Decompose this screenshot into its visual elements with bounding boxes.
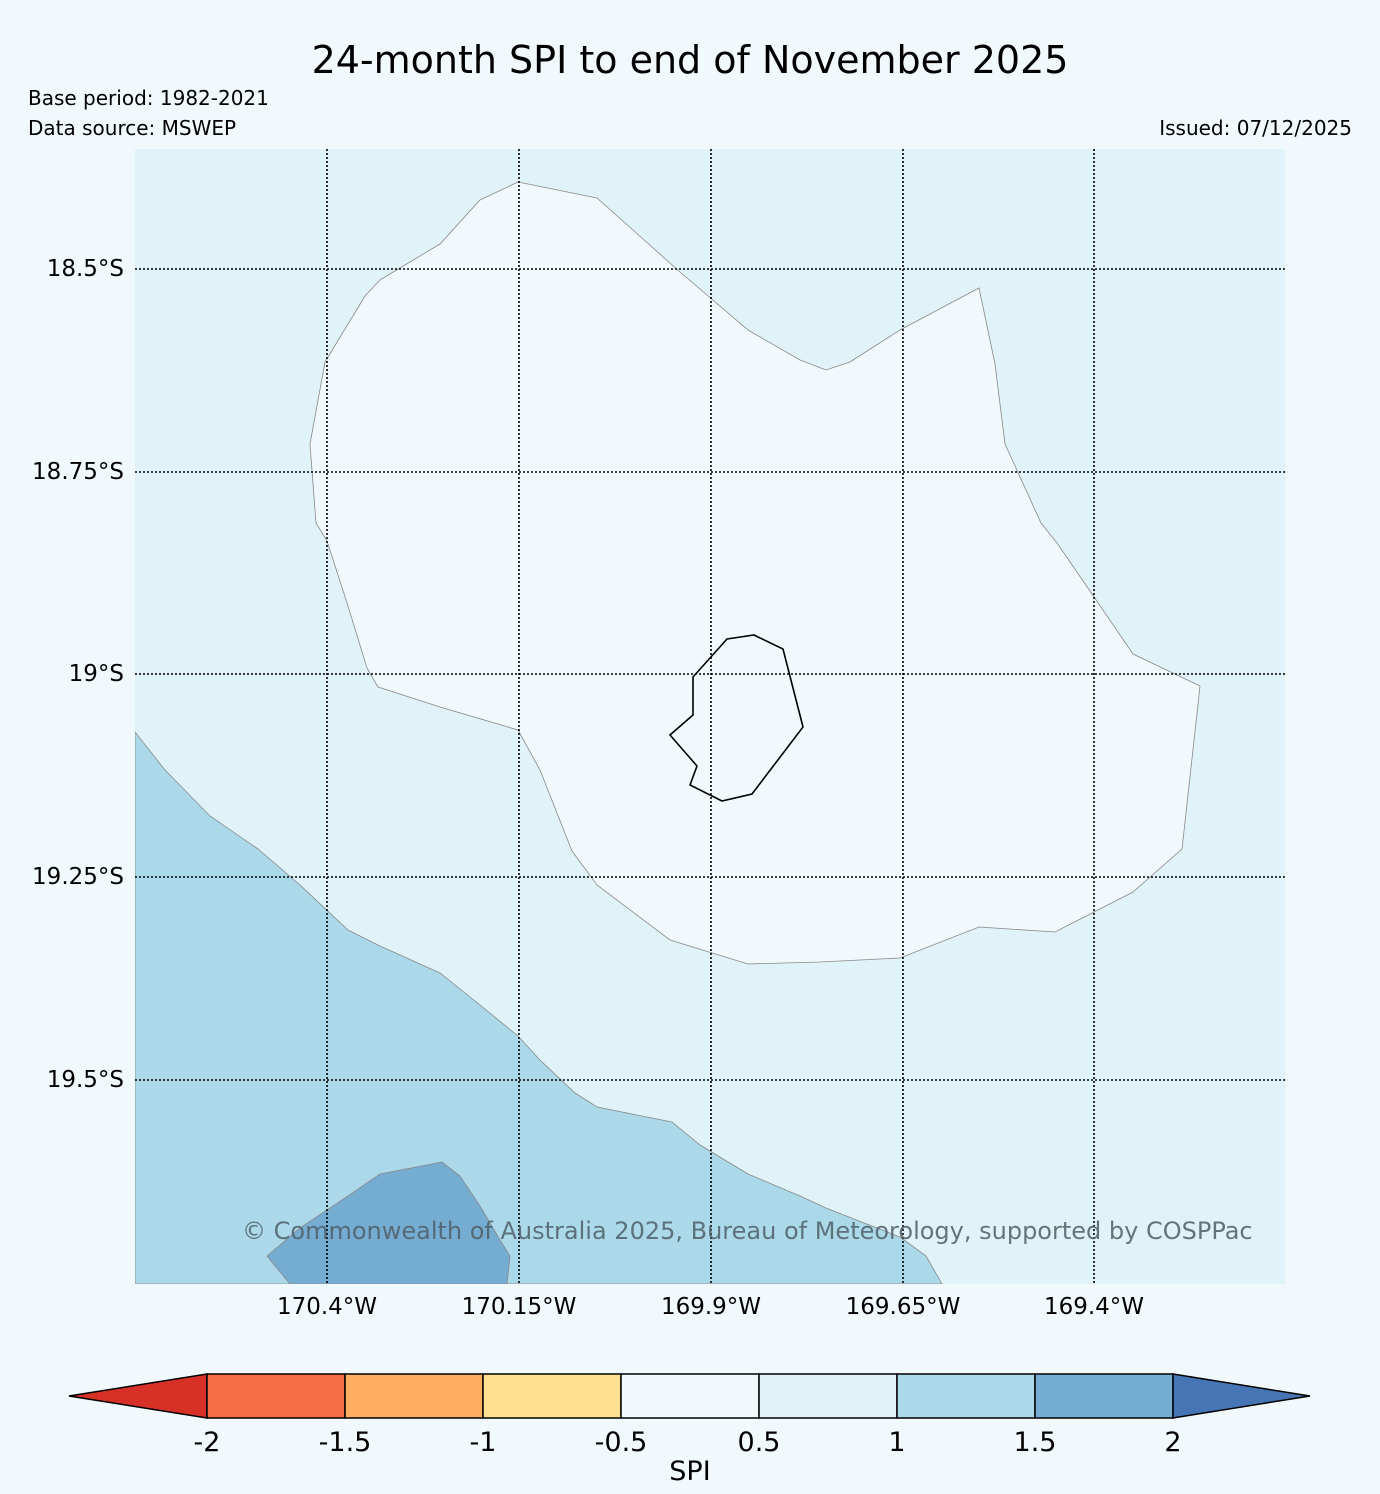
colorbar-tick: -0.5 (594, 1427, 648, 1458)
issued-date: Issued: 07/12/2025 (1159, 116, 1352, 140)
colorbar-segment (1034, 1373, 1174, 1419)
colorbar-segment (344, 1373, 484, 1419)
colorbar-segment (620, 1373, 760, 1419)
colorbar-tick: -1 (469, 1427, 497, 1458)
spi-band-neutral (309, 181, 1201, 965)
lon-label: 170.4°W (276, 1294, 378, 1320)
colorbar-tick: 2 (1164, 1427, 1182, 1458)
lat-label: 18.75°S (32, 459, 124, 485)
lat-label: 19.25°S (32, 864, 124, 890)
colorbar-tick: 0.5 (737, 1427, 781, 1458)
colorbar-tick: -1.5 (318, 1427, 372, 1458)
colorbar-tick: -2 (193, 1427, 221, 1458)
lon-label: 169.9°W (660, 1294, 762, 1320)
colorbar-extend-high (1172, 1373, 1311, 1419)
colorbar-segment (896, 1373, 1036, 1419)
lat-label: 18.5°S (46, 256, 124, 282)
colorbar-segment (206, 1373, 346, 1419)
colorbar (68, 1373, 1311, 1419)
lat-label: 19.5°S (46, 1067, 124, 1093)
lon-label: 169.65°W (845, 1294, 961, 1320)
lat-label: 19°S (68, 661, 124, 687)
lon-label: 169.4°W (1043, 1294, 1145, 1320)
colorbar-extend-low (68, 1373, 208, 1419)
graticule (135, 149, 1285, 1284)
colorbar-label: SPI (669, 1456, 711, 1487)
colorbar-tick: 1 (888, 1427, 906, 1458)
map-title: 24-month SPI to end of November 2025 (311, 38, 1069, 82)
lon-label: 170.15°W (461, 1294, 577, 1320)
colorbar-tick: 1.5 (1013, 1427, 1057, 1458)
colorbar-segment (482, 1373, 622, 1419)
copyright-notice: © Commonwealth of Australia 2025, Bureau… (242, 1217, 1253, 1245)
data-source: Data source: MSWEP (28, 116, 237, 140)
colorbar-segment (758, 1373, 898, 1419)
spi-band-1-1.5 (135, 731, 943, 1284)
island-outline (668, 634, 804, 802)
map-area (135, 149, 1285, 1284)
base-period: Base period: 1982-2021 (28, 86, 269, 110)
